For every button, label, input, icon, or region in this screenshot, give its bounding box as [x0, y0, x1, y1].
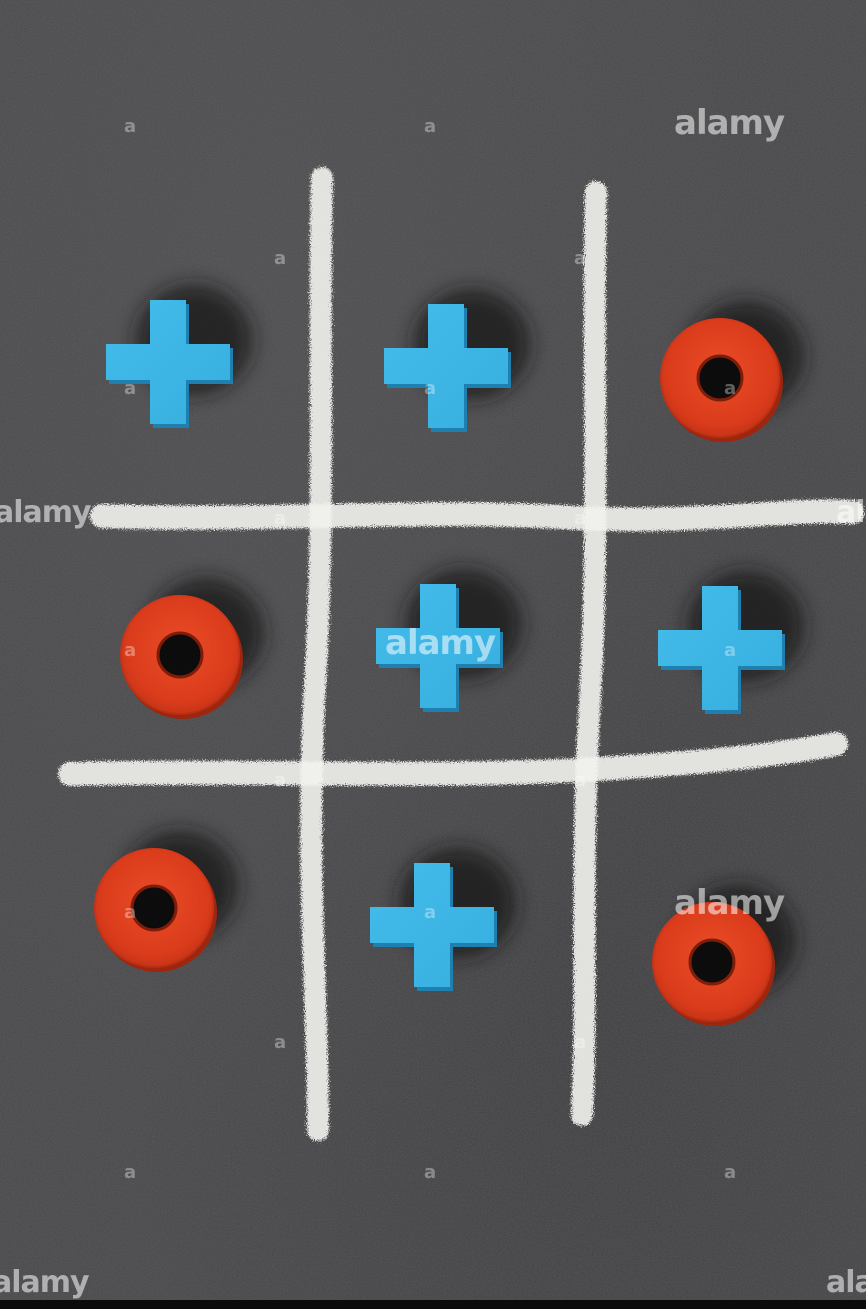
- watermark-mark: a: [274, 770, 287, 791]
- watermark-mark: a: [574, 1032, 587, 1053]
- chalk-line: [300, 167, 333, 1141]
- watermark-mark: a: [124, 378, 137, 399]
- watermark-mark: a: [124, 902, 137, 923]
- watermark-center: alamy: [385, 623, 496, 663]
- x-piece: [370, 863, 497, 991]
- watermark-mark: a: [574, 248, 587, 269]
- x-piece: [384, 304, 511, 432]
- x-piece: [376, 584, 503, 712]
- chalk-line: [90, 499, 864, 532]
- game-pieces: [94, 300, 785, 1026]
- watermark-mark: a: [424, 902, 437, 923]
- chalk-line: [58, 732, 848, 786]
- watermark-right-edge: alamy: [836, 495, 866, 530]
- watermark-mark: a: [724, 640, 737, 661]
- watermark-top-right: alamy: [674, 103, 785, 143]
- watermark-mark: a: [274, 1032, 287, 1053]
- chalk-grid: [58, 167, 864, 1141]
- watermark-mark: a: [724, 1162, 737, 1183]
- watermark-mark: a: [274, 248, 287, 269]
- watermark-mark: a: [124, 640, 137, 661]
- watermark-mark: a: [724, 378, 737, 399]
- o-piece: [94, 848, 217, 972]
- bottom-border: [0, 1300, 866, 1309]
- watermark-mark: a: [574, 770, 587, 791]
- watermark-left-edge: alamy: [0, 495, 92, 530]
- watermark-bottom-right: alamy: [674, 883, 785, 923]
- chalk-line: [571, 181, 607, 1126]
- watermark-mark: a: [574, 508, 587, 529]
- o-piece: [652, 902, 775, 1026]
- watermark-bottom-right-edge: alamy: [826, 1265, 866, 1300]
- o-piece: [660, 318, 783, 442]
- x-piece: [658, 586, 785, 714]
- watermark-mark: a: [274, 508, 287, 529]
- watermark-mark: a: [424, 1162, 437, 1183]
- watermark-mark: a: [424, 378, 437, 399]
- watermark-bottom-left: alamy: [0, 1265, 90, 1300]
- watermark-mark: a: [424, 116, 437, 137]
- o-piece: [120, 595, 243, 719]
- watermark-mark: a: [124, 1162, 137, 1183]
- watermark-mark: a: [124, 116, 137, 137]
- x-piece: [106, 300, 233, 428]
